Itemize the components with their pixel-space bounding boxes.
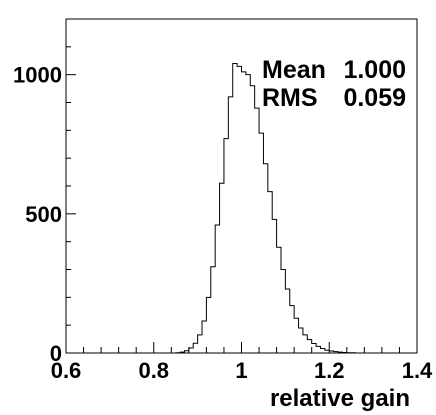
stats-box: Mean 1.000 RMS 0.059 bbox=[262, 56, 406, 112]
y-tick-label: 0 bbox=[50, 341, 62, 366]
stat-mean-label: Mean bbox=[262, 56, 326, 84]
x-tick-labels: 0.6 0.8 1 1.2 1.4 bbox=[51, 358, 433, 383]
x-tick-label: 0.6 bbox=[51, 358, 82, 383]
y-tick-label: 500 bbox=[25, 202, 62, 227]
stat-mean-value: 1.000 bbox=[343, 56, 406, 84]
x-tick-label: 1.2 bbox=[314, 358, 345, 383]
x-axis-label: relative gain bbox=[270, 385, 410, 412]
y-tick-label: 1000 bbox=[13, 63, 62, 88]
stat-rms-value: 0.059 bbox=[343, 84, 406, 112]
x-tick-label: 1 bbox=[235, 358, 247, 383]
y-tick-labels: 0 500 1000 bbox=[13, 63, 62, 366]
x-tick-label: 1.4 bbox=[402, 358, 433, 383]
histogram-series bbox=[66, 63, 417, 354]
stat-rms-label: RMS bbox=[262, 84, 318, 112]
x-tick-label: 0.8 bbox=[138, 358, 169, 383]
